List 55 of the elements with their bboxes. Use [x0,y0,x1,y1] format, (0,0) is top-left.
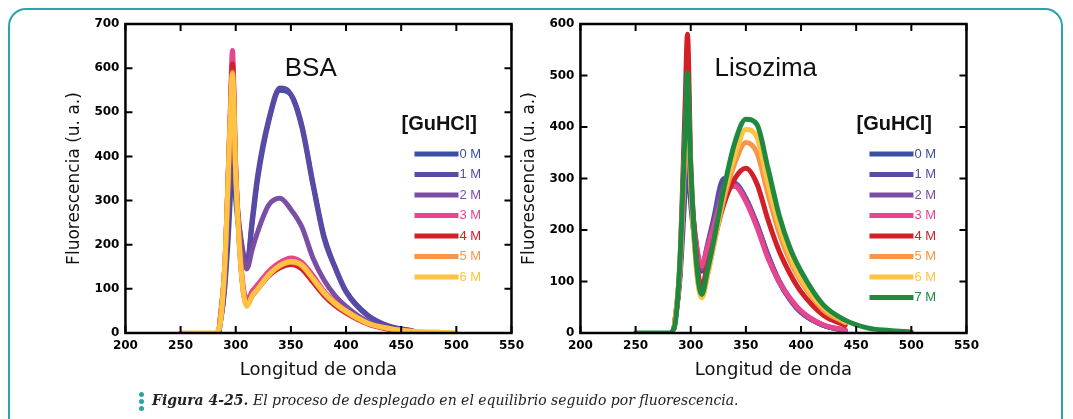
y-tick-label: 500 [94,104,120,119]
legend-label: 3 M [914,207,937,223]
x-tick-label: 550 [498,338,525,353]
legend-label: 0 M [459,145,482,161]
text: Lisozima [714,52,818,83]
legend-label: 5 M [459,248,482,264]
y-tick-label: 0 [566,325,575,340]
text: Figura 4-25. El proceso de desplegado en el equilibrio seguido por fluorescencia. [152,392,739,408]
y-tick-label: 200 [549,222,575,237]
y-tick-label: 400 [549,119,575,134]
legend-label: 4 M [914,227,937,243]
y-tick-label: 100 [549,273,575,288]
x-tick-label: 250 [623,338,649,353]
legend-label: 6 M [459,268,482,284]
legend-label: 2 M [914,186,937,202]
legend-label: 1 M [914,166,937,182]
x-tick-label: 400 [333,338,359,353]
legend-label: 3 M [459,207,482,223]
y-axis-title: Fluorescencia (u. a.) [517,92,538,265]
y-tick-label: 600 [94,60,120,75]
legend-label: 4 M [459,227,482,243]
x-axis-title: Longitud de onda [239,357,398,379]
x-tick-label: 200 [567,338,593,353]
y-tick-label: 200 [94,236,120,251]
legend-label: 5 M [914,248,937,264]
y-tick-label: 0 [111,325,120,340]
x-tick-label: 350 [278,338,304,353]
y-tick-label: 100 [94,280,120,295]
x-tick-label: 300 [678,338,704,353]
y-tick-label: 700 [94,16,120,31]
x-tick-label: 300 [223,338,249,353]
x-tick-label: 450 [388,338,414,353]
legend-label: 0 M [914,145,937,161]
x-tick-label: 450 [843,338,869,353]
legend-label: 1 M [459,166,482,182]
y-tick-label: 500 [549,67,575,82]
legend-label: 6 M [914,268,937,284]
y-tick-label: 400 [94,148,120,163]
x-tick-label: 500 [898,338,924,353]
y-tick-label: 300 [94,192,120,207]
x-tick-label: 350 [733,338,759,353]
x-tick-label: 500 [443,338,469,353]
y-axis-title: Fluorescencia (u. a.) [62,92,83,265]
legend-title: [GuHCl] [401,111,478,134]
y-tick-label: 300 [549,170,575,185]
legend-title: [GuHCl] [856,111,933,134]
legend-label: 7 M [914,289,937,305]
text: BSA [284,52,338,83]
legend-label: 2 M [459,186,482,202]
y-tick-label: 600 [549,16,575,31]
x-tick-label: 250 [168,338,194,353]
x-tick-label: 400 [788,338,814,353]
x-axis-title: Longitud de onda [694,357,853,379]
x-tick-label: 200 [112,338,138,353]
x-tick-label: 550 [953,338,980,353]
